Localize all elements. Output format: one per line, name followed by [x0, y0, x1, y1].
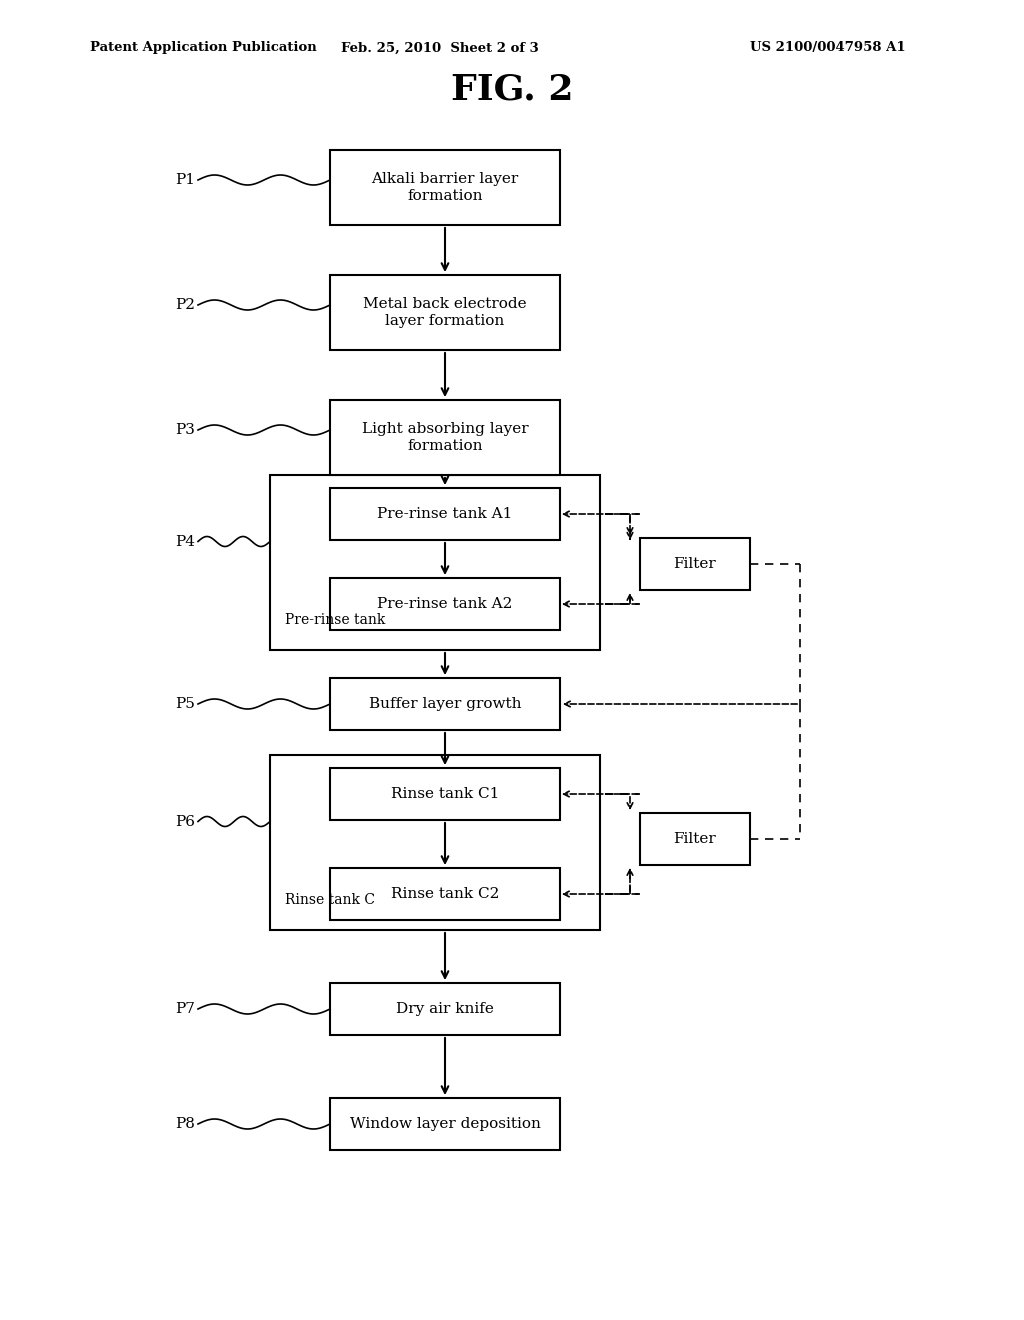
Text: P5: P5	[175, 697, 195, 711]
Text: Filter: Filter	[674, 832, 717, 846]
Bar	[330, 578, 560, 630]
Text: Buffer layer growth: Buffer layer growth	[369, 697, 521, 711]
Text: P1: P1	[175, 173, 195, 187]
Text: P3: P3	[175, 422, 195, 437]
Bar	[640, 813, 750, 865]
Text: Feb. 25, 2010  Sheet 2 of 3: Feb. 25, 2010 Sheet 2 of 3	[341, 41, 539, 54]
Text: P6: P6	[175, 814, 195, 829]
Text: Rinse tank C2: Rinse tank C2	[391, 887, 499, 902]
Text: Rinse tank C1: Rinse tank C1	[391, 787, 499, 801]
Text: Light absorbing layer
formation: Light absorbing layer formation	[361, 422, 528, 453]
Text: Pre-rinse tank A2: Pre-rinse tank A2	[377, 597, 513, 611]
Bar	[330, 1098, 560, 1150]
Bar	[330, 768, 560, 820]
Bar	[330, 400, 560, 475]
Text: Window layer deposition: Window layer deposition	[349, 1117, 541, 1131]
Text: P4: P4	[175, 535, 195, 549]
Text: P2: P2	[175, 298, 195, 312]
Text: Pre-rinse tank A1: Pre-rinse tank A1	[377, 507, 513, 521]
Text: P7: P7	[175, 1002, 195, 1016]
Text: US 2100/0047958 A1: US 2100/0047958 A1	[750, 41, 905, 54]
Bar	[270, 475, 600, 649]
Bar	[270, 755, 600, 931]
Bar	[330, 869, 560, 920]
Text: Dry air knife: Dry air knife	[396, 1002, 494, 1016]
Text: FIG. 2: FIG. 2	[451, 73, 573, 107]
Text: Rinse tank C: Rinse tank C	[285, 894, 375, 907]
Bar	[330, 275, 560, 350]
Text: Metal back electrode
layer formation: Metal back electrode layer formation	[364, 297, 526, 327]
Text: P8: P8	[175, 1117, 195, 1131]
Text: Alkali barrier layer
formation: Alkali barrier layer formation	[372, 173, 518, 202]
Bar	[330, 150, 560, 224]
Bar	[330, 678, 560, 730]
Bar	[330, 983, 560, 1035]
Bar	[330, 488, 560, 540]
Text: Pre-rinse tank: Pre-rinse tank	[285, 612, 385, 627]
Text: Filter: Filter	[674, 557, 717, 572]
Text: Patent Application Publication: Patent Application Publication	[90, 41, 316, 54]
Bar	[640, 539, 750, 590]
